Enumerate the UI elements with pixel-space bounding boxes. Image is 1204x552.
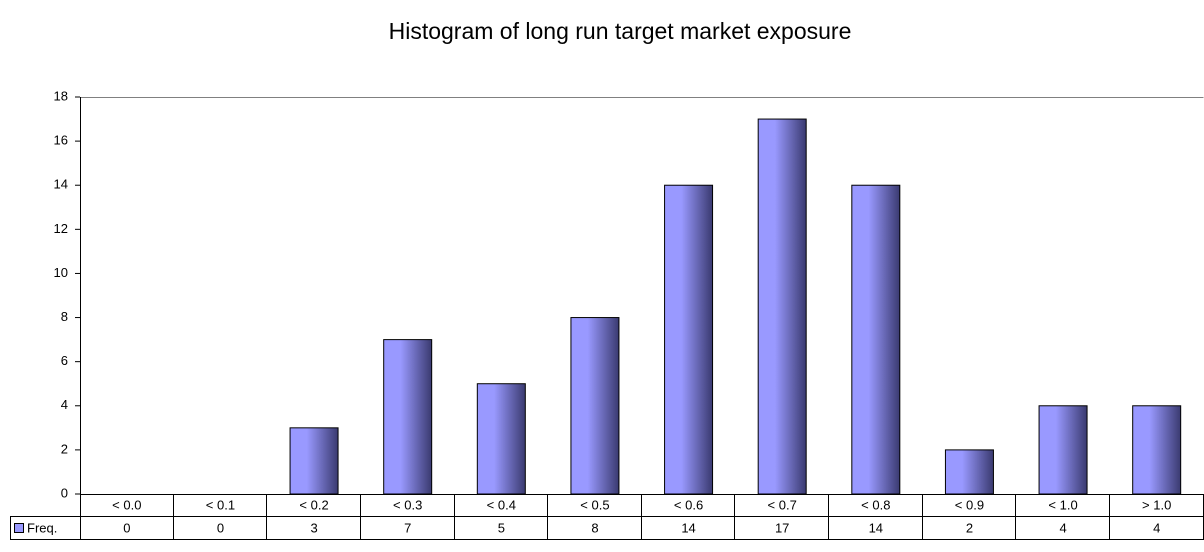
table-value: 3: [310, 520, 317, 535]
table-value: 7: [404, 520, 411, 535]
x-tick-label: < 0.0: [112, 497, 141, 512]
bar: [1132, 405, 1182, 495]
bar: [851, 184, 901, 495]
x-tick-label: < 0.1: [206, 497, 235, 512]
bar: [383, 339, 433, 495]
bar: [1038, 405, 1088, 495]
y-tick-label: 6: [61, 353, 68, 368]
bar: [944, 449, 994, 495]
y-tick-label: 16: [54, 133, 68, 148]
x-tick-label: < 0.3: [393, 497, 422, 512]
y-tick-label: 12: [54, 221, 68, 236]
legend-label: Freq.: [27, 520, 57, 535]
x-tick-label: > 1.0: [1142, 497, 1171, 512]
table-value: 14: [869, 520, 883, 535]
legend-key: [14, 523, 24, 533]
table-value: 8: [591, 520, 598, 535]
bar: [476, 383, 526, 495]
table-value: 0: [217, 520, 224, 535]
x-tick-label: < 0.7: [768, 497, 797, 512]
bar: [289, 427, 339, 495]
x-tick-label: < 0.8: [861, 497, 890, 512]
table-value: 2: [966, 520, 973, 535]
table-value: 17: [775, 520, 789, 535]
y-tick-label: 18: [54, 88, 68, 103]
y-tick-label: 8: [61, 309, 68, 324]
x-tick-label: < 0.9: [955, 497, 984, 512]
x-tick-label: < 0.4: [487, 497, 516, 512]
y-tick-label: 14: [54, 177, 68, 192]
x-tick-label: < 0.2: [299, 497, 328, 512]
table-value: 14: [681, 520, 695, 535]
x-tick-label: < 0.5: [580, 497, 609, 512]
bar: [570, 317, 620, 495]
y-tick-label: 2: [61, 441, 68, 456]
y-tick-label: 0: [61, 485, 68, 500]
table-value: 5: [498, 520, 505, 535]
x-tick-label: < 0.6: [674, 497, 703, 512]
x-tick-label: < 1.0: [1048, 497, 1077, 512]
y-tick-label: 4: [61, 397, 68, 412]
table-value: 4: [1059, 520, 1066, 535]
chart-title: Histogram of long run target market expo…: [389, 18, 852, 44]
table-value: 4: [1153, 520, 1160, 535]
bar: [757, 118, 807, 495]
bar: [664, 184, 714, 495]
table-value: 0: [123, 520, 130, 535]
y-tick-label: 10: [54, 265, 68, 280]
